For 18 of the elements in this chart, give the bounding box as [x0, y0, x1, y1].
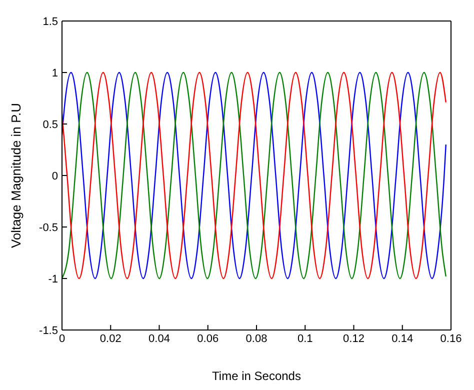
y-tick-label: -1: [48, 273, 58, 286]
x-tick-label: 0.14: [392, 332, 414, 345]
y-tick-label: 0.5: [42, 118, 58, 131]
x-axis-title: Time in Seconds: [212, 369, 301, 383]
y-axis-title: Voltage Magnitude in P.U: [8, 102, 24, 248]
y-tick-label: 0: [52, 170, 58, 182]
x-tick-label: 0.16: [440, 332, 462, 345]
x-tick-label: 0.12: [343, 332, 364, 345]
y-tick-label: -0.5: [39, 222, 58, 234]
y-tick-label: -1.5: [39, 324, 58, 337]
line-series: [62, 72, 446, 280]
x-tick-label: 0.02: [100, 332, 122, 345]
x-tick-label: 0.04: [148, 332, 170, 345]
y-tick-label: 1.5: [42, 16, 58, 28]
x-tick-label: 0.1: [297, 332, 313, 345]
y-tick-label: 1: [52, 67, 58, 80]
x-tick-label: 0.06: [197, 332, 219, 345]
x-tick-label: 0.08: [246, 332, 268, 345]
